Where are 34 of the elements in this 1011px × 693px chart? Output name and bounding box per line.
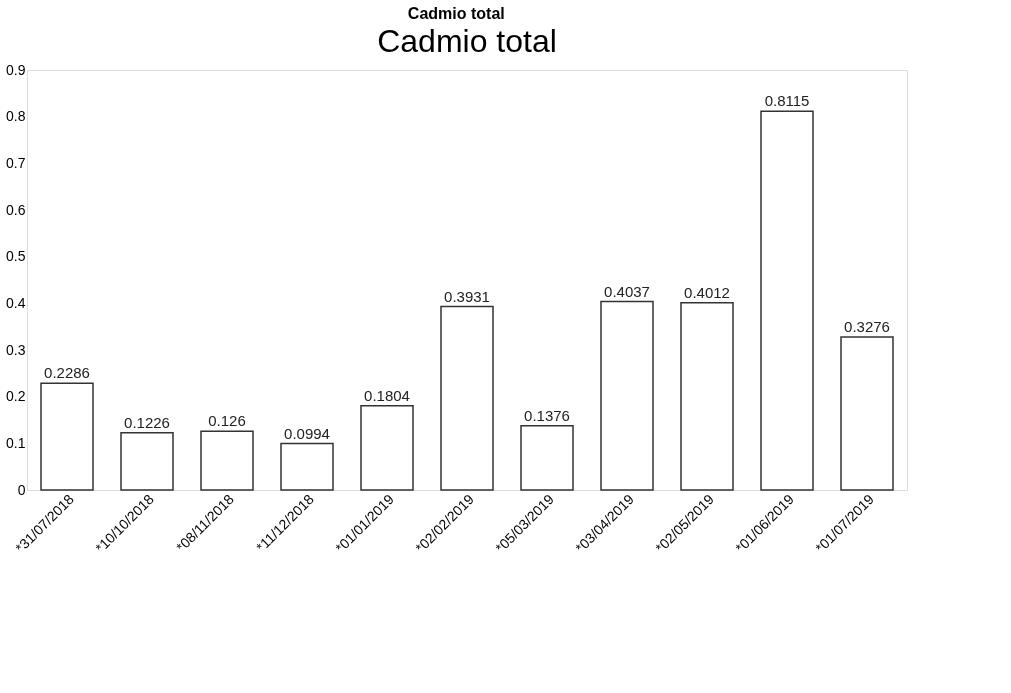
bar (840, 336, 894, 491)
data-label: 0.1376 (524, 406, 570, 424)
y-tick-label: 0.9 (6, 61, 26, 78)
bar (200, 430, 254, 491)
y-tick-label: 0.1 (6, 434, 26, 451)
bar (360, 405, 414, 491)
bar (120, 432, 174, 491)
bar (680, 302, 734, 491)
data-label: 0.8115 (764, 92, 810, 110)
data-label: 0.126 (208, 412, 246, 430)
y-tick-label: 0.7 (6, 154, 26, 171)
data-label: 0.0994 (284, 424, 330, 442)
bar (600, 300, 654, 491)
data-label: 0.4012 (684, 283, 730, 301)
data-label: 0.1804 (364, 386, 410, 404)
chart-title: Cadmio total (407, 4, 505, 22)
y-tick-label: 0.5 (6, 248, 26, 265)
data-label: 0.1226 (124, 413, 170, 431)
data-label: 0.3931 (444, 287, 490, 305)
data-label: 0.2286 (44, 364, 90, 382)
bar (280, 442, 334, 491)
y-tick-label: 0.3 (6, 341, 26, 358)
y-tick-label: 0.4 (6, 294, 26, 311)
bar (760, 110, 814, 491)
bar (520, 425, 574, 491)
y-tick-label: 0 (17, 481, 26, 498)
y-tick-label: 0.6 (6, 201, 26, 218)
y-tick-label: 0.2 (6, 388, 26, 405)
chart-subtitle: Cadmio total (377, 23, 557, 59)
bar (40, 382, 94, 491)
data-label: 0.4037 (604, 282, 650, 300)
y-tick-label: 0.8 (6, 108, 26, 125)
data-label: 0.3276 (844, 318, 890, 336)
bar (440, 305, 494, 491)
